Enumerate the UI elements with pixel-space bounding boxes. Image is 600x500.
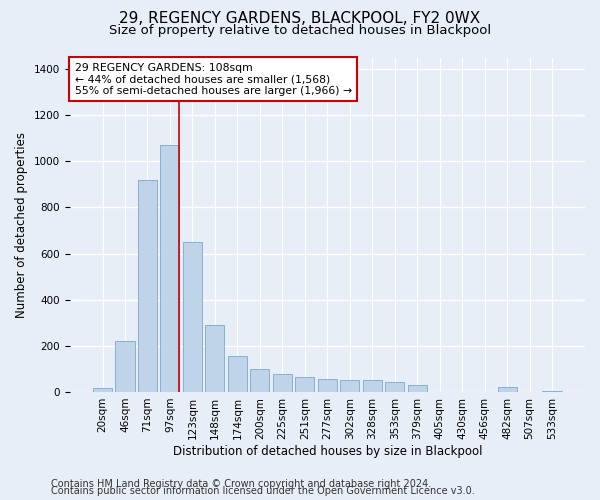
Text: Contains HM Land Registry data © Crown copyright and database right 2024.: Contains HM Land Registry data © Crown c… <box>51 479 431 489</box>
Bar <box>93 388 112 392</box>
Bar <box>183 242 202 392</box>
Text: 29, REGENCY GARDENS, BLACKPOOL, FY2 0WX: 29, REGENCY GARDENS, BLACKPOOL, FY2 0WX <box>119 11 481 26</box>
Bar <box>318 380 337 392</box>
Bar <box>385 382 404 392</box>
Bar <box>138 180 157 392</box>
Bar <box>250 369 269 392</box>
Bar <box>160 145 179 392</box>
Bar <box>542 391 562 392</box>
Bar <box>273 374 292 392</box>
Text: Contains public sector information licensed under the Open Government Licence v3: Contains public sector information licen… <box>51 486 475 496</box>
Bar <box>115 341 134 392</box>
Bar <box>295 377 314 392</box>
Bar <box>362 380 382 392</box>
Bar <box>228 356 247 392</box>
Bar <box>407 385 427 392</box>
Bar <box>497 388 517 392</box>
Text: Size of property relative to detached houses in Blackpool: Size of property relative to detached ho… <box>109 24 491 37</box>
Bar <box>340 380 359 392</box>
Text: 29 REGENCY GARDENS: 108sqm
← 44% of detached houses are smaller (1,568)
55% of s: 29 REGENCY GARDENS: 108sqm ← 44% of deta… <box>74 62 352 96</box>
Y-axis label: Number of detached properties: Number of detached properties <box>15 132 28 318</box>
Bar <box>205 325 224 392</box>
X-axis label: Distribution of detached houses by size in Blackpool: Distribution of detached houses by size … <box>173 444 482 458</box>
